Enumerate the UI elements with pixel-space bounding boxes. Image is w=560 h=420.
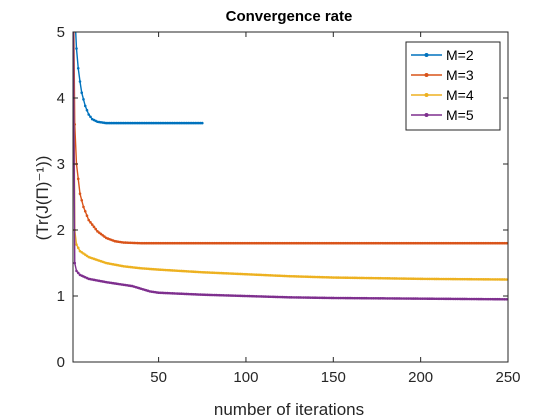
y-tick-label: 5 bbox=[57, 24, 65, 41]
series-markers-m-2 bbox=[73, 11, 204, 125]
legend-box bbox=[405, 41, 501, 131]
data-point-m-2 bbox=[89, 115, 92, 119]
data-point-m-2 bbox=[75, 47, 78, 50]
y-tick-label: 1 bbox=[57, 288, 65, 305]
series-markers-m-4 bbox=[73, 228, 508, 281]
series-markers-m-3 bbox=[73, 123, 508, 245]
data-point-m-2 bbox=[82, 98, 85, 101]
axes-box bbox=[72, 31, 509, 363]
series-line-m-2 bbox=[74, 32, 203, 124]
data-point-m-3 bbox=[82, 205, 85, 209]
data-point-m-5 bbox=[76, 271, 80, 275]
y-tick-label: 4 bbox=[57, 90, 65, 107]
plot-area bbox=[72, 11, 509, 363]
data-point-m-5 bbox=[73, 261, 77, 265]
data-point-m-2 bbox=[87, 113, 91, 116]
data-point-m-4 bbox=[75, 243, 78, 246]
x-tick-label: 150 bbox=[321, 369, 346, 386]
legend-label-m-5: M=5 bbox=[446, 107, 474, 123]
data-point-m-3 bbox=[92, 225, 96, 229]
data-point-m-5 bbox=[75, 269, 78, 273]
legend-marker-m-3 bbox=[424, 73, 429, 77]
data-point-m-3 bbox=[94, 227, 98, 231]
data-point-m-2 bbox=[85, 108, 89, 112]
data-point-m-2 bbox=[73, 11, 76, 14]
data-point-m-3 bbox=[90, 223, 94, 226]
data-point-m-3 bbox=[76, 177, 80, 181]
x-tick-label: 250 bbox=[495, 369, 520, 386]
legend: M=2 M=3 M=4 M=5 bbox=[405, 41, 501, 131]
y-axis-label: (Tr(J(Π)⁻¹)) bbox=[33, 156, 52, 241]
y-tick-label: 0 bbox=[57, 354, 65, 371]
legend-label-m-2: M=2 bbox=[446, 47, 474, 63]
data-point-m-2 bbox=[200, 121, 204, 125]
x-axis-label: number of iterations bbox=[214, 400, 364, 419]
x-tick-label: 50 bbox=[150, 369, 167, 386]
x-axis-ticks: 50 100 150 200 250 bbox=[150, 32, 521, 386]
data-point-m-2 bbox=[83, 104, 87, 108]
data-point-m-3 bbox=[89, 221, 92, 224]
chart-title: Convergence rate bbox=[226, 8, 353, 25]
x-tick-label: 100 bbox=[233, 369, 258, 386]
data-point-m-2 bbox=[78, 80, 82, 83]
legend-label-m-4: M=4 bbox=[446, 87, 474, 103]
data-point-m-3 bbox=[78, 192, 82, 195]
data-point-m-3 bbox=[80, 199, 84, 202]
series-group bbox=[73, 11, 508, 301]
data-point-m-2 bbox=[76, 67, 80, 70]
legend-marker-m-5 bbox=[424, 113, 429, 117]
data-point-m-3 bbox=[85, 214, 89, 217]
data-point-m-4 bbox=[76, 246, 80, 250]
y-tick-label: 2 bbox=[57, 222, 65, 239]
legend-marker-m-2 bbox=[424, 53, 429, 57]
y-tick-label: 3 bbox=[57, 156, 65, 173]
legend-marker-m-4 bbox=[424, 93, 429, 97]
series-markers-m-5 bbox=[73, 261, 508, 301]
x-tick-label: 200 bbox=[408, 369, 433, 386]
y-axis-ticks: 0 1 2 3 4 5 bbox=[57, 24, 508, 371]
data-point-m-2 bbox=[80, 91, 84, 95]
data-point-m-3 bbox=[87, 218, 91, 222]
legend-label-m-3: M=3 bbox=[446, 67, 474, 83]
data-point-m-3 bbox=[83, 210, 87, 213]
